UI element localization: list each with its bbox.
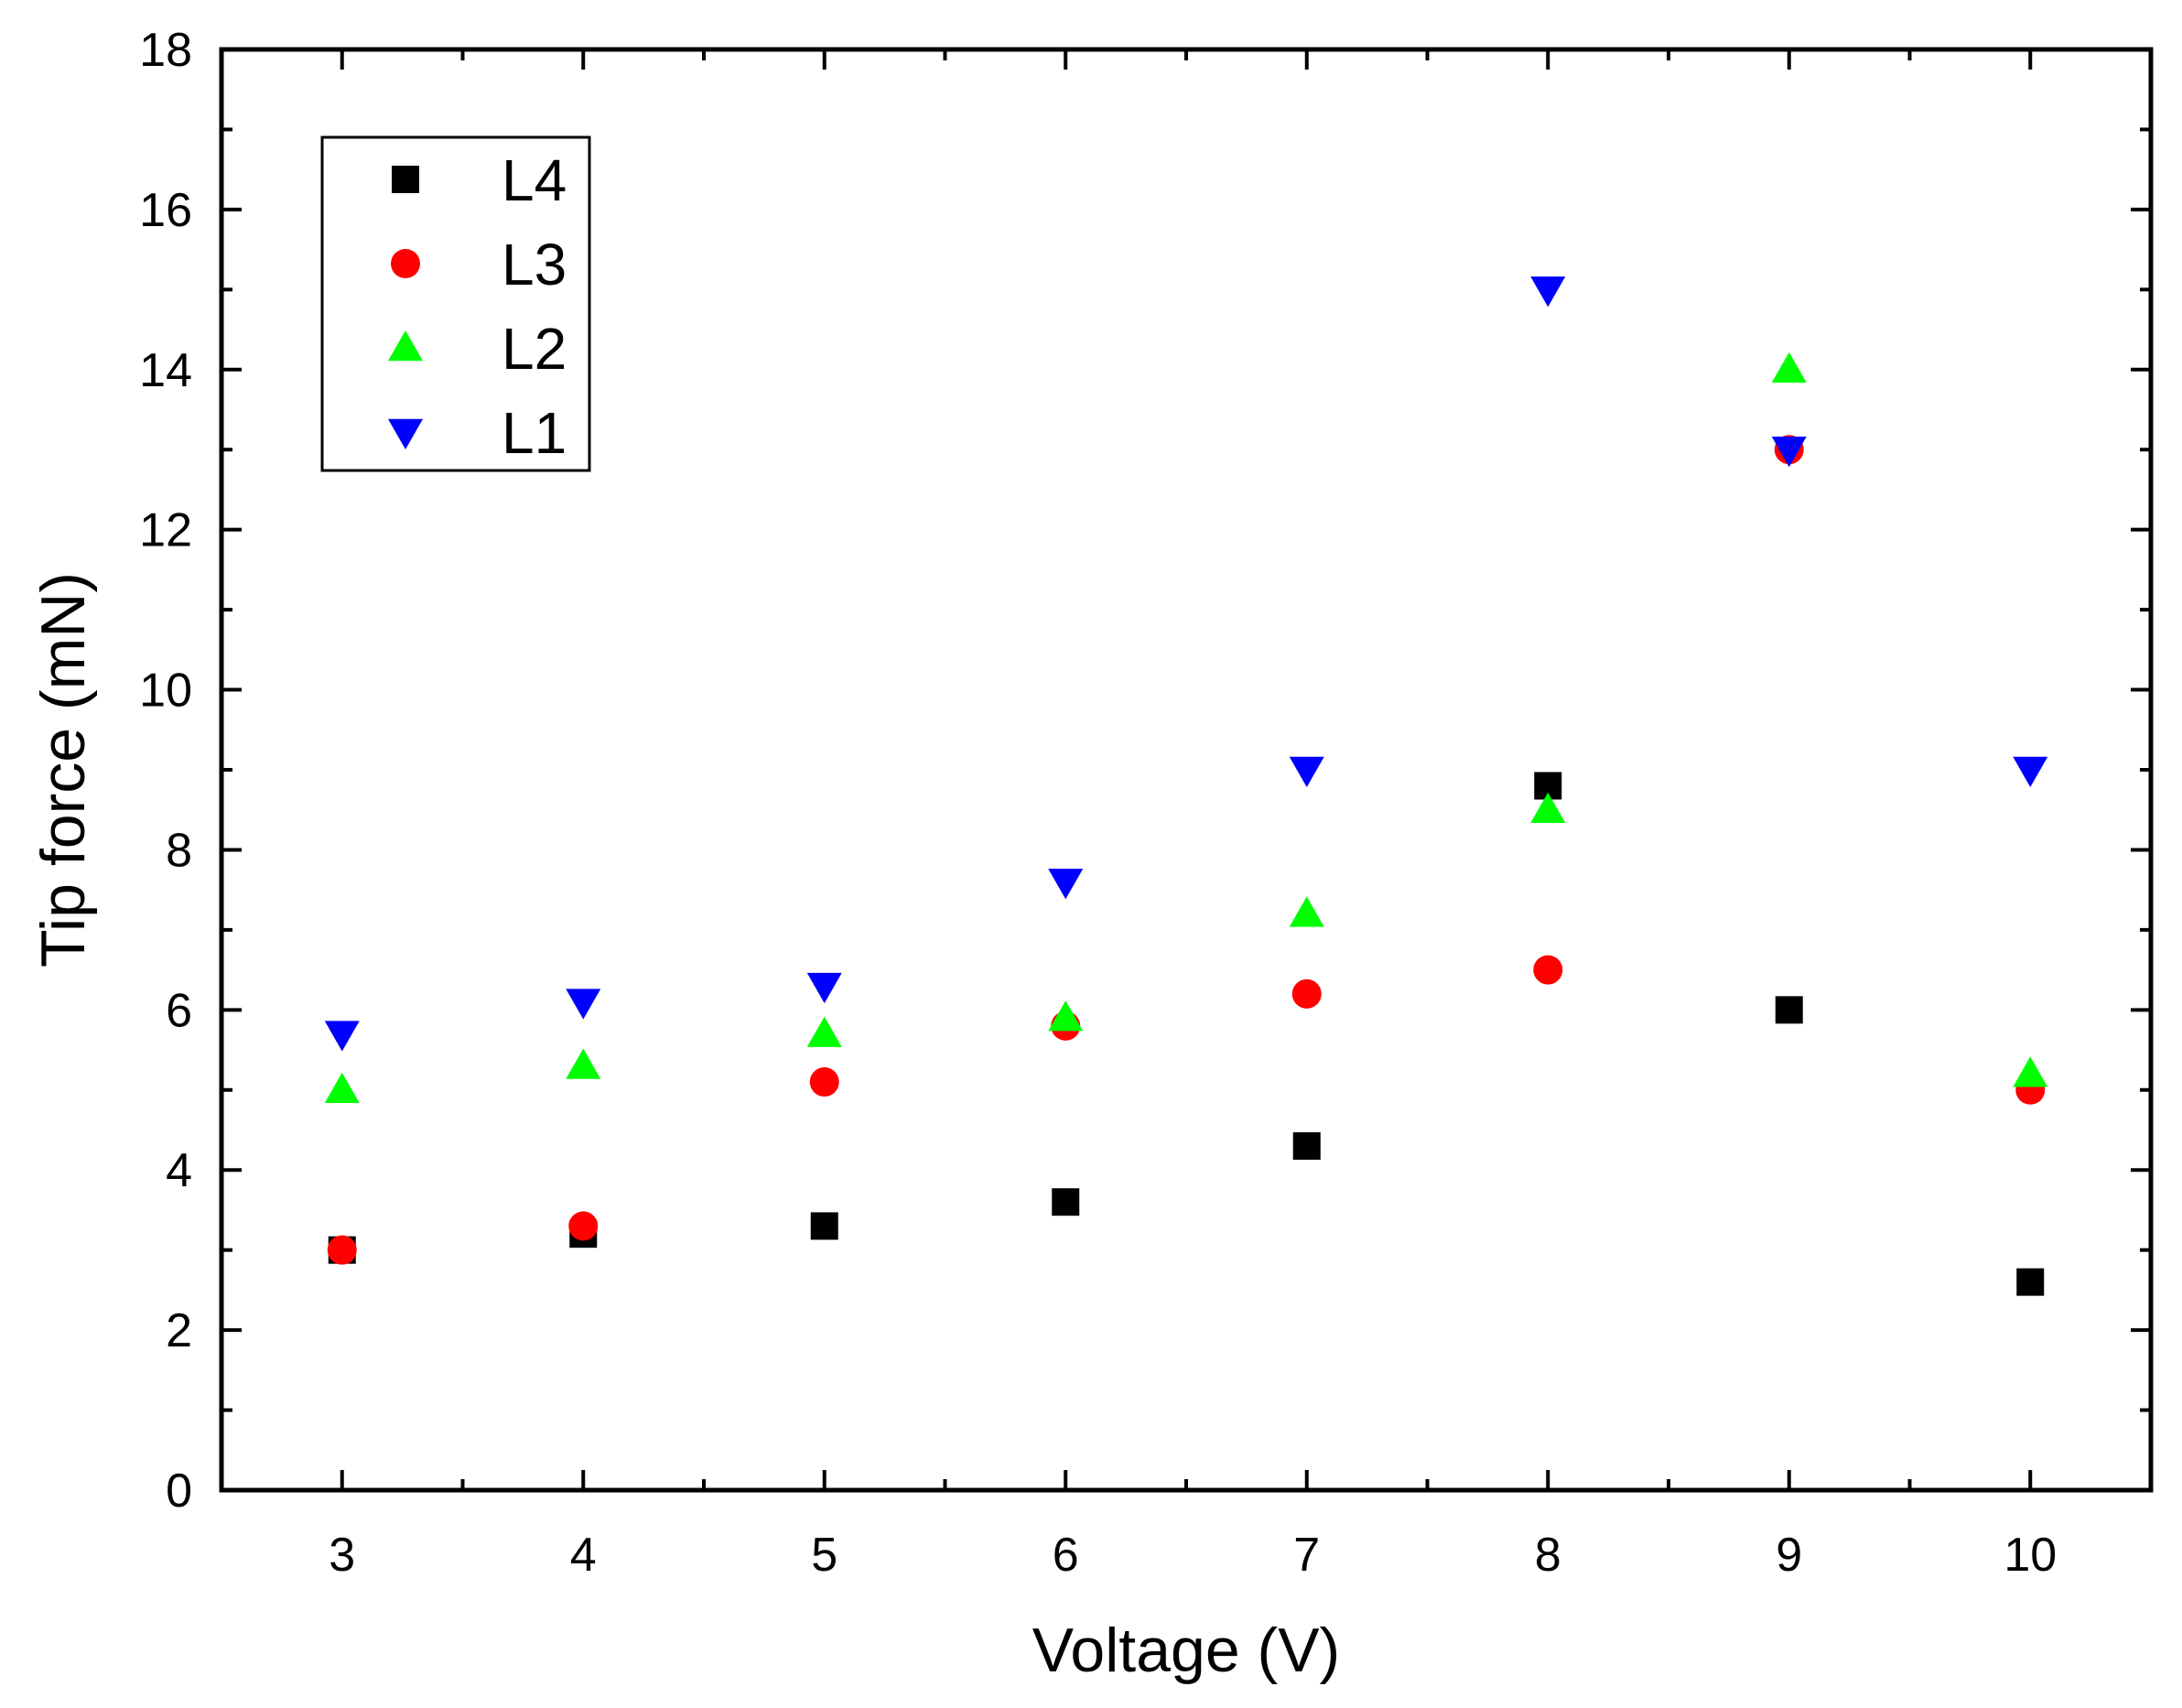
legend-marker-l3 xyxy=(391,249,420,278)
data-point-l3 xyxy=(568,1211,599,1241)
data-point-l2 xyxy=(324,1072,360,1104)
data-point-l1 xyxy=(1771,436,1807,468)
series-l1 xyxy=(324,276,2048,1052)
x-tick-label: 8 xyxy=(1535,1529,1561,1582)
legend-label-l2: L2 xyxy=(502,316,567,382)
legend-marker-l4 xyxy=(392,166,419,193)
legend-marker-l2 xyxy=(388,330,423,362)
series-l2 xyxy=(324,351,2048,1104)
y-tick-label: 14 xyxy=(139,344,192,397)
data-point-l2 xyxy=(1048,1000,1084,1032)
data-point-l1 xyxy=(2013,756,2048,787)
data-point-l4 xyxy=(1292,1131,1321,1160)
legend: L4 L3 L2 L1 xyxy=(320,135,591,472)
data-point-l1 xyxy=(324,1021,360,1052)
y-tick-label: 6 xyxy=(166,984,192,1037)
data-point-l1 xyxy=(806,972,842,1004)
data-point-l4 xyxy=(810,1212,838,1240)
data-points xyxy=(324,276,2048,1296)
y-tick-label: 4 xyxy=(166,1144,192,1197)
plot-frame xyxy=(219,47,2154,1493)
x-tick-label: 3 xyxy=(329,1529,355,1582)
y-tick-label: 18 xyxy=(139,24,192,77)
data-point-l4 xyxy=(1052,1188,1080,1216)
y-tick-label: 8 xyxy=(166,824,192,877)
data-point-l4 xyxy=(2016,1268,2045,1296)
y-tick-label: 10 xyxy=(139,665,192,718)
data-point-l2 xyxy=(2013,1056,2048,1087)
y-tick-label: 12 xyxy=(139,504,192,557)
x-axis-title: Voltage (V) xyxy=(1032,1616,1340,1685)
legend-marker-l1 xyxy=(388,418,423,449)
data-point-l3 xyxy=(1533,955,1563,985)
x-tick-label: 4 xyxy=(570,1529,597,1582)
data-point-l3 xyxy=(327,1235,357,1265)
data-point-l2 xyxy=(806,1016,842,1047)
data-point-l4 xyxy=(1775,996,1803,1024)
legend-box xyxy=(320,135,591,472)
y-tick-label: 2 xyxy=(166,1304,192,1357)
y-tick-label: 16 xyxy=(139,184,192,237)
data-point-l1 xyxy=(566,989,601,1020)
data-point-l1 xyxy=(1048,869,1084,900)
data-point-l2 xyxy=(1530,792,1566,823)
x-tick-label: 7 xyxy=(1293,1529,1320,1582)
x-tick-label: 10 xyxy=(2004,1529,2057,1582)
data-point-l2 xyxy=(1289,896,1324,927)
data-point-l3 xyxy=(809,1067,839,1097)
legend-label-l4: L4 xyxy=(502,147,567,213)
data-point-l1 xyxy=(1530,276,1566,308)
y-tick-label: 0 xyxy=(166,1465,192,1518)
x-tick-label: 6 xyxy=(1053,1529,1079,1582)
data-point-l1 xyxy=(1289,756,1324,787)
legend-label-l3: L3 xyxy=(502,232,567,297)
data-point-l2 xyxy=(566,1048,601,1079)
y-axis-title: Tip force (mN) xyxy=(28,572,98,968)
x-tick-label: 5 xyxy=(811,1529,837,1582)
data-point-l2 xyxy=(1771,351,1807,384)
x-tick-label: 9 xyxy=(1776,1529,1802,1582)
legend-label-l1: L1 xyxy=(502,400,567,466)
data-point-l3 xyxy=(1291,978,1322,1009)
